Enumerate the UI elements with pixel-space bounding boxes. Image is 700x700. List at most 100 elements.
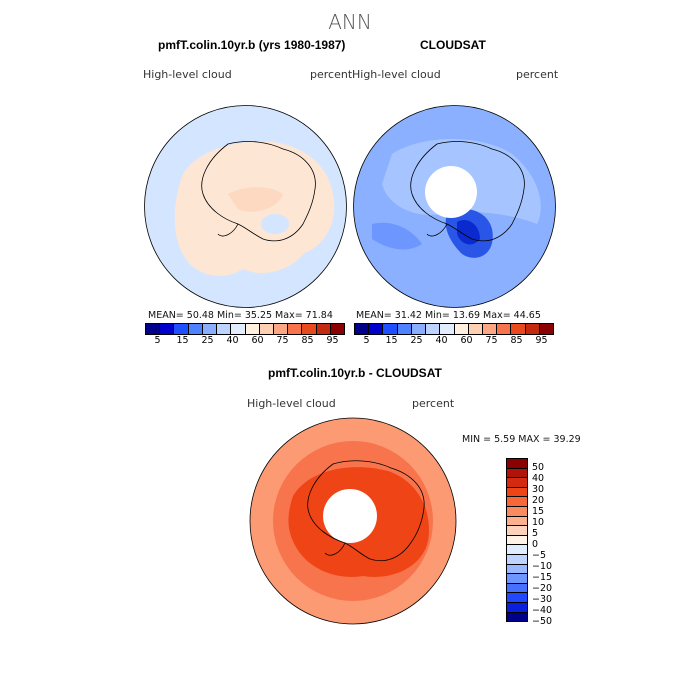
colorbar-swatch <box>231 324 246 334</box>
colorbar-swatch <box>369 324 384 334</box>
colorbar-label: 25 <box>410 335 423 346</box>
colorbar-label: 0 <box>532 539 539 550</box>
colorbar-swatch <box>411 324 427 334</box>
panel-1-units: percent <box>310 68 353 81</box>
colorbar-label: 85 <box>301 335 314 346</box>
colorbar-swatch <box>539 324 554 334</box>
panel-3-stats: MIN = 5.59 MAX = 39.29 <box>462 434 581 445</box>
colorbar-swatch <box>302 324 317 334</box>
colorbar-label: −5 <box>532 550 547 561</box>
panel-3-colorbar <box>506 458 528 622</box>
panel-2-field-patch-3 <box>372 222 422 250</box>
colorbar-swatch <box>507 459 527 469</box>
colorbar-label: 40 <box>226 335 239 346</box>
colorbar-label: 10 <box>532 517 545 528</box>
panel-1-field-patch <box>228 187 283 212</box>
colorbar-label: 95 <box>326 335 339 346</box>
colorbar-swatch <box>146 324 161 334</box>
panel-1-colorbar-labels: 5 15 25 40 60 75 85 95 <box>145 335 345 346</box>
panel-3-coastline <box>307 460 425 562</box>
colorbar-swatch <box>507 526 527 536</box>
colorbar-label: 5 <box>363 335 370 346</box>
panel-3-map <box>249 417 457 625</box>
colorbar-swatch <box>273 324 289 334</box>
colorbar-swatch <box>507 516 527 527</box>
colorbar-swatch <box>507 574 527 584</box>
colorbar-label: 5 <box>154 335 161 346</box>
colorbar-label: −30 <box>532 594 553 605</box>
colorbar-swatch <box>454 324 469 334</box>
colorbar-label: 25 <box>201 335 214 346</box>
colorbar-swatch <box>507 583 527 594</box>
colorbar-swatch <box>217 324 232 334</box>
panel-2-variable: High-level cloud <box>352 68 441 81</box>
colorbar-swatch <box>202 324 218 334</box>
colorbar-swatch <box>383 324 398 334</box>
colorbar-label: 15 <box>385 335 398 346</box>
colorbar-swatch <box>507 535 527 546</box>
panel-1-stats: MEAN= 50.48 Min= 35.25 Max= 71.84 <box>148 310 333 321</box>
panel-2-map <box>353 105 556 308</box>
colorbar-swatch <box>355 324 370 334</box>
colorbar-swatch <box>497 324 512 334</box>
colorbar-swatch <box>507 468 527 479</box>
colorbar-label: 60 <box>460 335 473 346</box>
colorbar-swatch <box>426 324 441 334</box>
colorbar-swatch <box>507 612 527 622</box>
colorbar-label: 50 <box>532 462 545 473</box>
colorbar-swatch <box>507 545 527 555</box>
panel-2-stats: MEAN= 31.42 Min= 13.69 Max= 44.65 <box>356 310 541 321</box>
figure-title: ANN <box>328 10 372 34</box>
panel-3-variable: High-level cloud <box>247 397 336 410</box>
panel-2-colorbar: 5 15 25 40 60 75 85 95 <box>354 323 554 346</box>
panel-3-missing-data <box>323 489 377 543</box>
colorbar-label: 85 <box>510 335 523 346</box>
colorbar-swatch <box>188 324 203 334</box>
colorbar-label: 95 <box>535 335 548 346</box>
colorbar-swatch <box>507 554 527 565</box>
colorbar-label: −50 <box>532 616 553 627</box>
panel-1-title: pmfT.colin.10yr.b (yrs 1980-1987) <box>158 38 346 52</box>
panel-3-title: pmfT.colin.10yr.b - CLOUDSAT <box>268 366 442 380</box>
colorbar-swatch <box>316 324 331 334</box>
colorbar-swatch <box>482 324 498 334</box>
colorbar-swatch <box>507 593 527 603</box>
panel-2-colorbar-swatches <box>354 323 554 335</box>
colorbar-label: −40 <box>532 605 553 616</box>
colorbar-swatch <box>288 324 303 334</box>
colorbar-label: 30 <box>532 484 545 495</box>
colorbar-swatch <box>507 506 527 517</box>
colorbar-label: −10 <box>532 561 553 572</box>
panel-2-units: percent <box>516 68 559 81</box>
colorbar-swatch <box>511 324 526 334</box>
panel-2-title: CLOUDSAT <box>420 38 486 52</box>
panel-3-units: percent <box>412 397 455 410</box>
panel-3-colorbar-labels: 50 40 30 20 15 10 5 0 −5 −10 −15 −20 −30 −40 −50 <box>532 462 553 627</box>
panel-2-coastline <box>410 141 525 242</box>
colorbar-label: 5 <box>532 528 539 539</box>
colorbar-label: 75 <box>485 335 498 346</box>
panel-1-colorbar-swatches <box>145 323 345 335</box>
panel-1-variable: High-level cloud <box>143 68 232 81</box>
panel-1-map <box>144 105 347 308</box>
panel-1-coastline <box>201 141 316 242</box>
colorbar-label: −15 <box>532 572 553 583</box>
panel-2-field-patch-2 <box>457 219 480 245</box>
colorbar-swatch <box>440 324 455 334</box>
colorbar-swatch <box>507 564 527 575</box>
colorbar-swatch <box>507 478 527 488</box>
colorbar-swatch <box>245 324 260 334</box>
colorbar-swatch <box>259 324 274 334</box>
colorbar-swatch <box>468 324 483 334</box>
colorbar-label: 40 <box>532 473 545 484</box>
colorbar-swatch <box>330 324 345 334</box>
colorbar-swatch <box>160 324 175 334</box>
colorbar-label: 20 <box>532 495 545 506</box>
panel-1-field-patch-2 <box>261 214 289 234</box>
colorbar-label: 60 <box>251 335 264 346</box>
colorbar-label: −20 <box>532 583 553 594</box>
colorbar-label: 15 <box>176 335 189 346</box>
colorbar-swatch <box>507 602 527 613</box>
colorbar-label: 75 <box>276 335 289 346</box>
colorbar-swatch <box>397 324 412 334</box>
